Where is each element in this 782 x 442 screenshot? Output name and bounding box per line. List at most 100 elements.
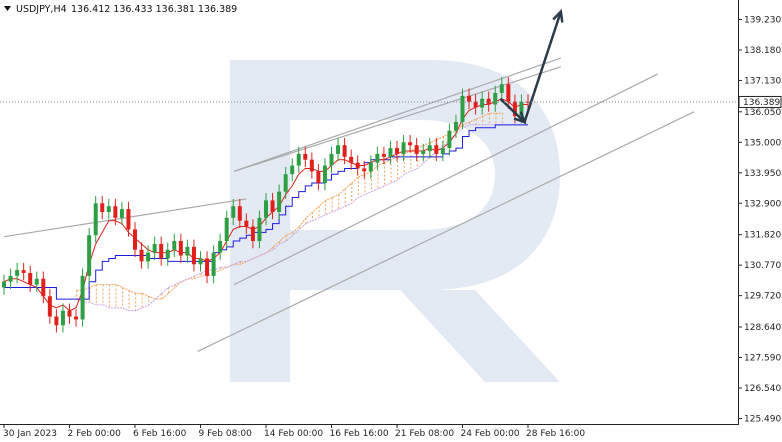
y-axis: 139.230 138.180 137.130 136.050 135.000 133.9…	[738, 15, 781, 424]
x-axis: 30 Jan 2023 2 Feb 00:00 6 Feb 16:00 9 Feb 0…	[3, 424, 585, 439]
candle-body	[178, 241, 183, 256]
chart-header: USDJPY,H4 136.412 136.433 136.381 136.38…	[4, 4, 237, 15]
candle-body	[133, 229, 137, 250]
x-tick-label: 14 Feb 00:00	[264, 429, 323, 439]
candle-body	[362, 168, 367, 172]
candle-body	[54, 316, 59, 326]
candle-body	[401, 142, 406, 154]
candle-body	[15, 270, 20, 276]
candle-body	[159, 243, 164, 259]
candle-body	[41, 278, 46, 297]
y-tick-label: 125.490	[744, 414, 781, 424]
arrow-head-up	[552, 8, 564, 23]
current-price-label: 136.389	[743, 98, 780, 108]
candle-body	[467, 95, 472, 102]
y-tick-label: 139.230	[744, 15, 781, 25]
candle-body	[473, 101, 478, 108]
candle-body	[244, 220, 249, 227]
candle-body	[237, 206, 242, 221]
candle-body	[512, 101, 517, 117]
candle-body	[506, 84, 511, 102]
candle-body	[198, 258, 203, 265]
candle-body	[414, 145, 419, 154]
candle-body	[34, 278, 39, 285]
candle-body	[395, 148, 399, 154]
channel-line	[197, 111, 695, 352]
candle-body	[480, 98, 485, 108]
candle-body	[408, 142, 413, 146]
candle-body	[375, 153, 380, 163]
candle-body	[211, 252, 216, 276]
candle-body	[421, 151, 426, 154]
candle-body	[453, 121, 458, 131]
candle-body	[231, 206, 236, 218]
y-tick-label: 131.820	[744, 231, 781, 241]
candle-body	[185, 246, 190, 256]
candle-body	[303, 153, 308, 160]
candle-body	[119, 209, 124, 218]
candle-body	[290, 165, 295, 175]
candle-body	[60, 310, 65, 326]
y-tick-label: 127.590	[744, 353, 781, 363]
candle-body	[336, 145, 341, 154]
trend-channel	[3, 57, 695, 352]
channel-line	[233, 73, 658, 286]
candle-body	[8, 275, 13, 282]
candle-body	[80, 275, 85, 320]
x-tick-label: 21 Feb 08:00	[395, 429, 454, 439]
y-tick-label: 135.000	[744, 138, 781, 148]
candle-body	[493, 92, 498, 105]
candle-body	[388, 148, 393, 157]
senkou-b-line	[76, 124, 503, 312]
candle-body	[152, 243, 157, 253]
candle-body	[427, 145, 432, 152]
candle-body	[283, 174, 288, 192]
candle-body	[2, 281, 6, 288]
candle-body	[329, 153, 334, 166]
candle-body	[100, 203, 105, 212]
candle-body	[381, 153, 386, 157]
y-tick-label: 136.050	[744, 108, 781, 118]
candle-body	[21, 270, 26, 273]
candle-body	[355, 162, 360, 169]
candle-body	[87, 235, 92, 276]
triangle-down-icon[interactable]	[4, 6, 11, 11]
candle-body	[296, 153, 301, 166]
channel-line	[233, 57, 562, 172]
candles	[2, 76, 530, 333]
candle-body	[224, 217, 229, 242]
x-tick-label: 9 Feb 08:00	[199, 429, 253, 439]
y-tick-label: 130.770	[744, 261, 781, 271]
x-tick-label: 30 Jan 2023	[3, 429, 57, 439]
y-tick-label: 129.720	[744, 292, 781, 302]
candle-body	[106, 206, 111, 212]
candle-body	[146, 252, 151, 262]
candle-body	[322, 165, 327, 183]
candle-body	[368, 162, 373, 172]
candle-body	[93, 203, 98, 236]
candle-body	[316, 171, 321, 183]
current-price-tag: 136.389	[738, 95, 782, 108]
candle-body	[126, 209, 131, 230]
x-tick-label: 28 Feb 16:00	[526, 429, 585, 439]
arrow-head-down	[513, 111, 527, 124]
candle-body	[447, 130, 452, 149]
y-tick-label: 126.540	[744, 384, 781, 394]
forecast-arrow	[499, 8, 564, 125]
candle-body	[277, 191, 282, 212]
x-tick-label: 16 Feb 16:00	[330, 429, 389, 439]
ichimoku-cloud	[76, 112, 503, 312]
candle-body	[440, 148, 445, 154]
ohlc-label: 136.412 136.433 136.381 136.389	[71, 4, 237, 15]
candle-body	[47, 296, 52, 317]
x-tick-label: 24 Feb 00:00	[461, 429, 520, 439]
x-tick-label: 6 Feb 16:00	[133, 429, 187, 439]
candle-body	[191, 246, 196, 265]
candle-body	[218, 241, 223, 253]
y-tick-label: 133.950	[744, 169, 781, 179]
candle-body	[499, 84, 504, 93]
candle-body	[139, 249, 144, 262]
candle-body	[172, 241, 177, 250]
candle-body	[205, 258, 210, 276]
